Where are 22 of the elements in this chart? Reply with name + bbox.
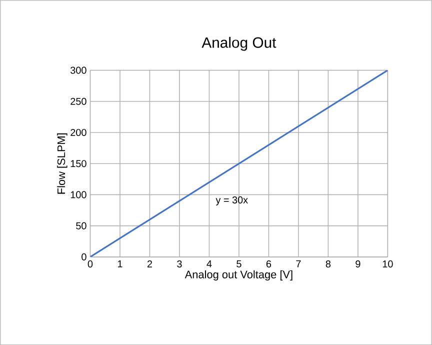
x-axis-title: Analog out Voltage [V]: [184, 270, 292, 280]
x-tick-label: 2: [147, 260, 152, 268]
x-tick-label: 5: [236, 260, 242, 268]
x-tick-label: 10: [382, 260, 393, 268]
x-tick-label: 6: [266, 260, 272, 268]
y-tick-label: 250: [70, 98, 86, 105]
x-tick-label: 8: [326, 260, 331, 268]
y-tick-label: 0: [82, 253, 86, 260]
x-tick-label: 4: [206, 260, 212, 268]
x-tick-label: 9: [356, 260, 360, 268]
x-tick-label: 1: [118, 260, 122, 268]
y-tick-label: 150: [70, 160, 86, 168]
x-tick-label: 7: [296, 260, 301, 268]
y-tick-label: 200: [70, 128, 86, 136]
y-axis-title: Flow [SLPM]: [57, 133, 68, 194]
y-tick-label: 100: [70, 191, 86, 198]
x-tick-label: 0: [88, 260, 93, 268]
x-tick-label: 3: [177, 260, 182, 268]
y-tick-label: 50: [76, 222, 86, 230]
chart-title: Analog Out: [202, 36, 276, 51]
annotation: y = 30x: [216, 196, 248, 206]
y-tick-label: 300: [70, 66, 86, 74]
